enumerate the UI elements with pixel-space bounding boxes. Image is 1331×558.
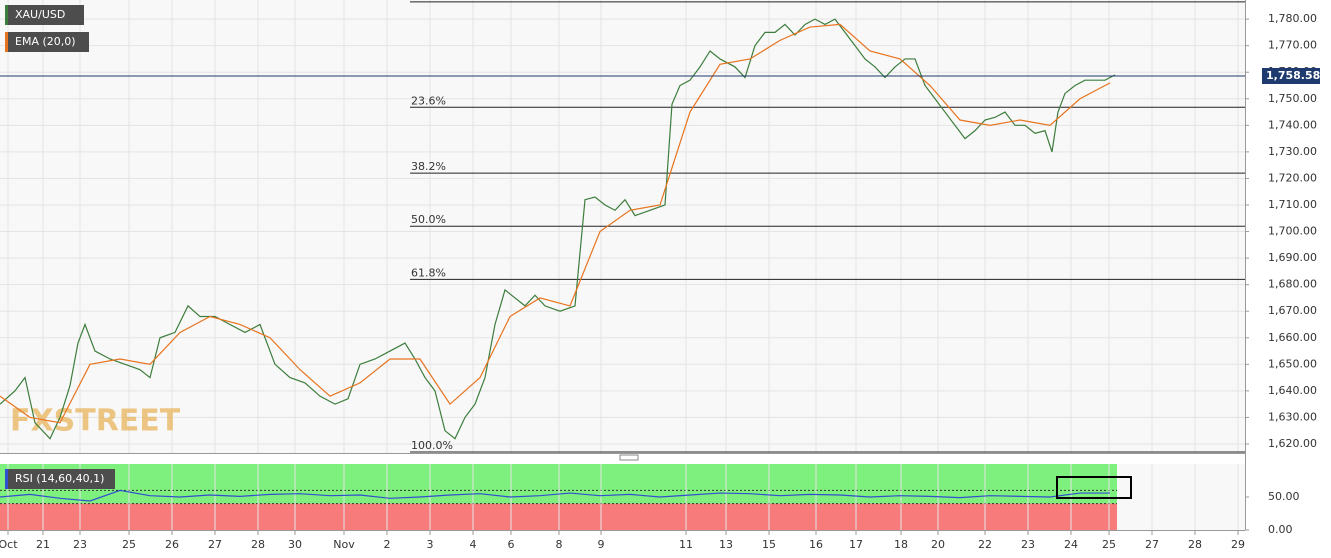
legend-swatch	[5, 469, 8, 489]
legend-box	[5, 5, 84, 25]
x-tick-label: 23	[73, 538, 87, 551]
y-tick-label: 1,770.00	[1268, 39, 1317, 52]
highlight-box	[1056, 476, 1132, 499]
x-tick-label: 13	[719, 538, 733, 551]
current-price-box	[1262, 67, 1320, 84]
x-tick-label: 28	[251, 538, 265, 551]
x-tick-label: Nov	[333, 538, 355, 551]
x-tick-label: 16	[809, 538, 823, 551]
legend-swatch	[5, 5, 8, 25]
y-tick-label: 1,640.00	[1268, 384, 1317, 397]
legend-label: EMA (20,0)	[15, 35, 76, 48]
x-tick-label: 22	[978, 538, 992, 551]
x-tick-label: Oct	[0, 538, 18, 551]
y-tick-label: 1,700.00	[1268, 225, 1317, 238]
y-tick-label: 1,730.00	[1268, 145, 1317, 158]
legend-box	[5, 32, 89, 52]
x-tick-label: 6	[508, 538, 515, 551]
x-tick-label: 29	[1231, 538, 1245, 551]
series-line	[0, 489, 1110, 502]
legend-label: RSI (14,60,40,1)	[15, 472, 104, 485]
x-tick-label: 25	[122, 538, 136, 551]
x-tick-label: 27	[1145, 538, 1159, 551]
x-tick-label: 11	[679, 538, 693, 551]
y-tick-label: 1,750.00	[1268, 92, 1317, 105]
x-tick-label: 24	[1064, 538, 1078, 551]
series-line	[0, 23, 1111, 424]
watermark: FXSTREET	[10, 404, 181, 439]
x-tick-label: 4	[470, 538, 477, 551]
x-tick-label: 20	[931, 538, 945, 551]
x-tick-label: 30	[288, 538, 302, 551]
series-line	[0, 18, 1116, 440]
legend-box	[5, 469, 115, 489]
y-tick-label: 1,670.00	[1268, 304, 1317, 317]
x-tick-label: 2	[384, 538, 391, 551]
fib-label: 23.6%	[411, 94, 446, 107]
y-tick-label: 1,650.00	[1268, 357, 1317, 370]
y-tick-label: 1,710.00	[1268, 198, 1317, 211]
legend-label: XAU/USD	[15, 8, 65, 21]
y-tick-label: 1,630.00	[1268, 410, 1317, 423]
resize-handle[interactable]	[619, 454, 639, 461]
x-tick-label: 17	[849, 538, 863, 551]
legend-swatch	[5, 32, 8, 52]
y-tick-label: 0.00	[1268, 523, 1293, 536]
current-price-label: 1,758.58	[1266, 69, 1320, 82]
x-tick-label: 21	[36, 538, 50, 551]
y-tick-label: 1,740.00	[1268, 118, 1317, 131]
fib-label: 50.0%	[411, 213, 446, 226]
x-tick-label: 28	[1188, 538, 1202, 551]
x-tick-label: 18	[894, 538, 908, 551]
x-tick-label: 3	[427, 538, 434, 551]
y-tick-label: 1,620.00	[1268, 437, 1317, 450]
y-tick-label: 50.00	[1268, 490, 1300, 503]
x-tick-label: 26	[165, 538, 179, 551]
x-tick-label: 15	[762, 538, 776, 551]
y-tick-label: 1,720.00	[1268, 171, 1317, 184]
x-tick-label: 23	[1021, 538, 1035, 551]
fib-label: 38.2%	[411, 160, 446, 173]
x-tick-label: 27	[208, 538, 222, 551]
x-tick-label: 9	[598, 538, 605, 551]
y-tick-label: 1,690.00	[1268, 251, 1317, 264]
y-tick-label: 1,660.00	[1268, 331, 1317, 344]
x-tick-label: 25	[1102, 538, 1116, 551]
x-tick-label: 8	[556, 538, 563, 551]
y-tick-label: 1,680.00	[1268, 278, 1317, 291]
y-tick-label: 1,780.00	[1268, 12, 1317, 25]
fib-label: 61.8%	[411, 266, 446, 279]
fib-label: 100.0%	[411, 439, 453, 452]
